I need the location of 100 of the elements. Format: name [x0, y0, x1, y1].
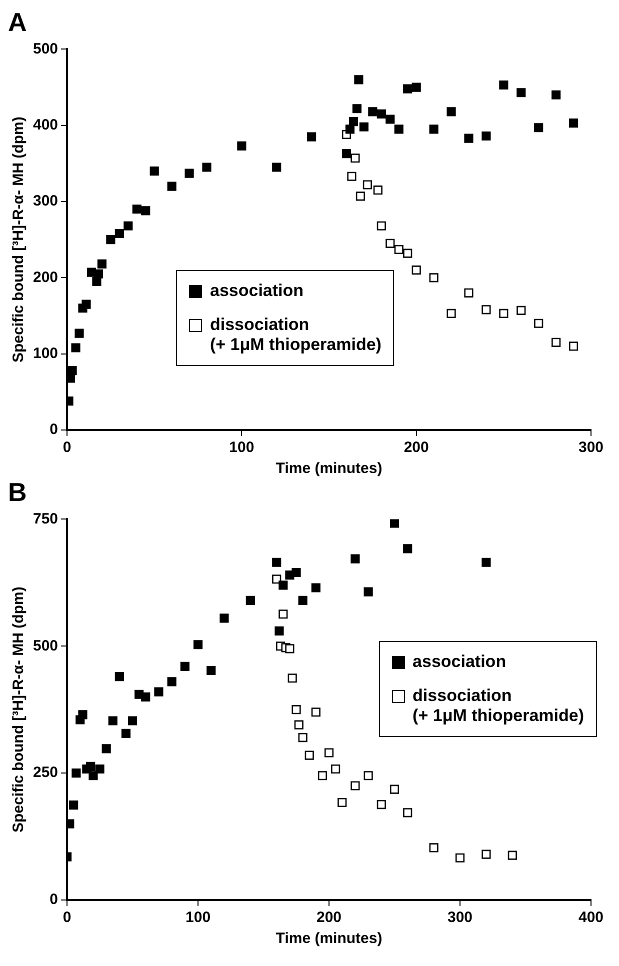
point	[88, 771, 98, 780]
point	[121, 728, 131, 738]
x-axis-title: Time (minutes)	[276, 930, 382, 948]
point	[350, 154, 360, 163]
x-tick-label: 200	[316, 909, 342, 926]
point	[311, 708, 320, 717]
point	[347, 172, 356, 181]
point	[128, 716, 138, 726]
legend-label: dissociation (+ 1μM thioperamide)	[210, 315, 382, 355]
point	[78, 710, 88, 720]
point	[206, 666, 216, 676]
point	[482, 850, 491, 859]
point	[304, 750, 314, 760]
x-tick-label: 300	[578, 439, 604, 456]
point	[272, 558, 282, 567]
legend-label: association	[210, 281, 304, 301]
point	[364, 587, 373, 596]
chart-title: B	[8, 476, 27, 507]
point	[403, 248, 412, 258]
point	[499, 308, 508, 318]
point	[464, 134, 474, 143]
point	[345, 124, 355, 134]
point	[446, 308, 456, 318]
point	[429, 843, 438, 852]
point	[97, 259, 106, 269]
point	[285, 644, 294, 654]
point	[106, 235, 116, 244]
x-tick-label: 0	[62, 909, 72, 926]
point	[102, 744, 111, 754]
point	[246, 596, 255, 605]
point	[167, 182, 176, 191]
point	[429, 124, 438, 134]
point	[429, 273, 438, 282]
point	[141, 206, 150, 216]
y-axis-title: Specific bound [³H]-R-α- MH (dpm)	[10, 116, 28, 363]
point	[237, 141, 246, 150]
point	[394, 244, 404, 254]
point	[132, 204, 142, 214]
y-tick-label: 200	[32, 268, 58, 286]
point	[362, 180, 372, 190]
point	[390, 784, 400, 794]
legend-label: association	[412, 652, 506, 672]
point	[184, 168, 194, 178]
point	[386, 238, 395, 248]
point	[356, 192, 365, 201]
point	[364, 771, 373, 780]
point	[350, 554, 360, 564]
point	[298, 732, 308, 742]
point	[82, 300, 91, 309]
legend-label: dissociation (+ 1μM thioperamide)	[412, 686, 584, 726]
point	[272, 574, 282, 584]
x-tick-label: 200	[404, 439, 429, 456]
point	[534, 123, 544, 132]
point	[352, 104, 362, 114]
point	[69, 800, 78, 810]
point	[338, 798, 347, 808]
point	[376, 109, 386, 118]
point	[307, 132, 316, 142]
point	[464, 288, 474, 298]
point	[180, 662, 190, 671]
point	[390, 519, 400, 528]
point	[516, 88, 526, 98]
point	[292, 568, 301, 578]
point	[292, 705, 301, 714]
point	[124, 221, 133, 230]
point	[568, 342, 578, 351]
point	[72, 768, 81, 778]
point	[348, 117, 358, 126]
point	[403, 808, 412, 818]
point	[552, 90, 561, 100]
point	[202, 162, 212, 172]
point	[278, 580, 288, 590]
point	[499, 80, 508, 90]
y-tick-label: 0	[50, 891, 58, 908]
point	[141, 692, 150, 702]
point	[68, 366, 77, 376]
point	[71, 343, 80, 352]
point	[412, 266, 421, 275]
y-tick-label: 100	[32, 344, 58, 362]
point	[403, 84, 412, 94]
point	[350, 781, 360, 790]
point	[446, 107, 456, 116]
point	[74, 328, 84, 338]
point	[359, 122, 368, 132]
x-tick-label: 0	[62, 439, 72, 456]
point	[386, 114, 395, 124]
point	[342, 149, 352, 158]
point	[86, 762, 96, 772]
x-tick-label: 100	[186, 909, 211, 926]
point	[108, 716, 118, 726]
y-tick-label: 0	[50, 421, 58, 438]
point	[193, 640, 203, 650]
point	[272, 162, 282, 172]
point	[220, 614, 229, 623]
point	[482, 131, 491, 141]
point	[114, 672, 124, 682]
point	[114, 228, 124, 238]
y-tick-label: 300	[32, 192, 58, 210]
point	[150, 166, 159, 176]
point	[167, 677, 176, 686]
